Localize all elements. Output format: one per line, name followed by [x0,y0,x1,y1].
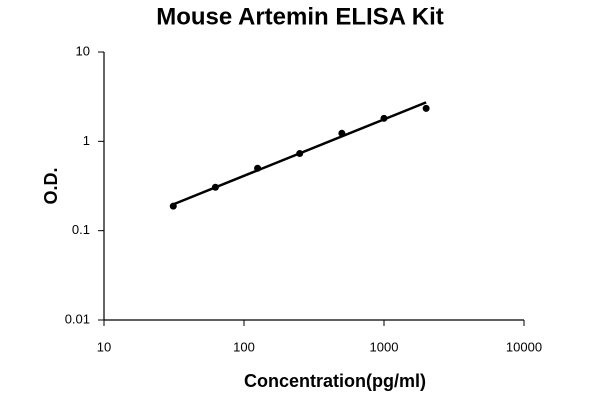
x-tick-label: 1000 [370,339,399,354]
x-tick-label: 10000 [506,339,542,354]
data-point [169,202,177,210]
y-axis-label: O.D. [41,167,61,204]
data-point [380,114,388,122]
data-point [338,129,346,137]
data-point [296,150,304,158]
data-point [254,164,262,172]
x-tick-label: 100 [233,339,255,354]
data-point [211,183,219,191]
x-axis-label: Concentration(pg/ml) [244,371,426,391]
y-tick-label: 10 [76,43,90,58]
chart-title: Mouse Artemin ELISA Kit [156,3,444,30]
y-tick-label: 1 [83,133,90,148]
data-point [422,104,430,112]
y-tick-label: 0.1 [72,222,90,237]
y-tick-label: 0.01 [65,311,90,326]
x-tick-label: 10 [97,339,111,354]
